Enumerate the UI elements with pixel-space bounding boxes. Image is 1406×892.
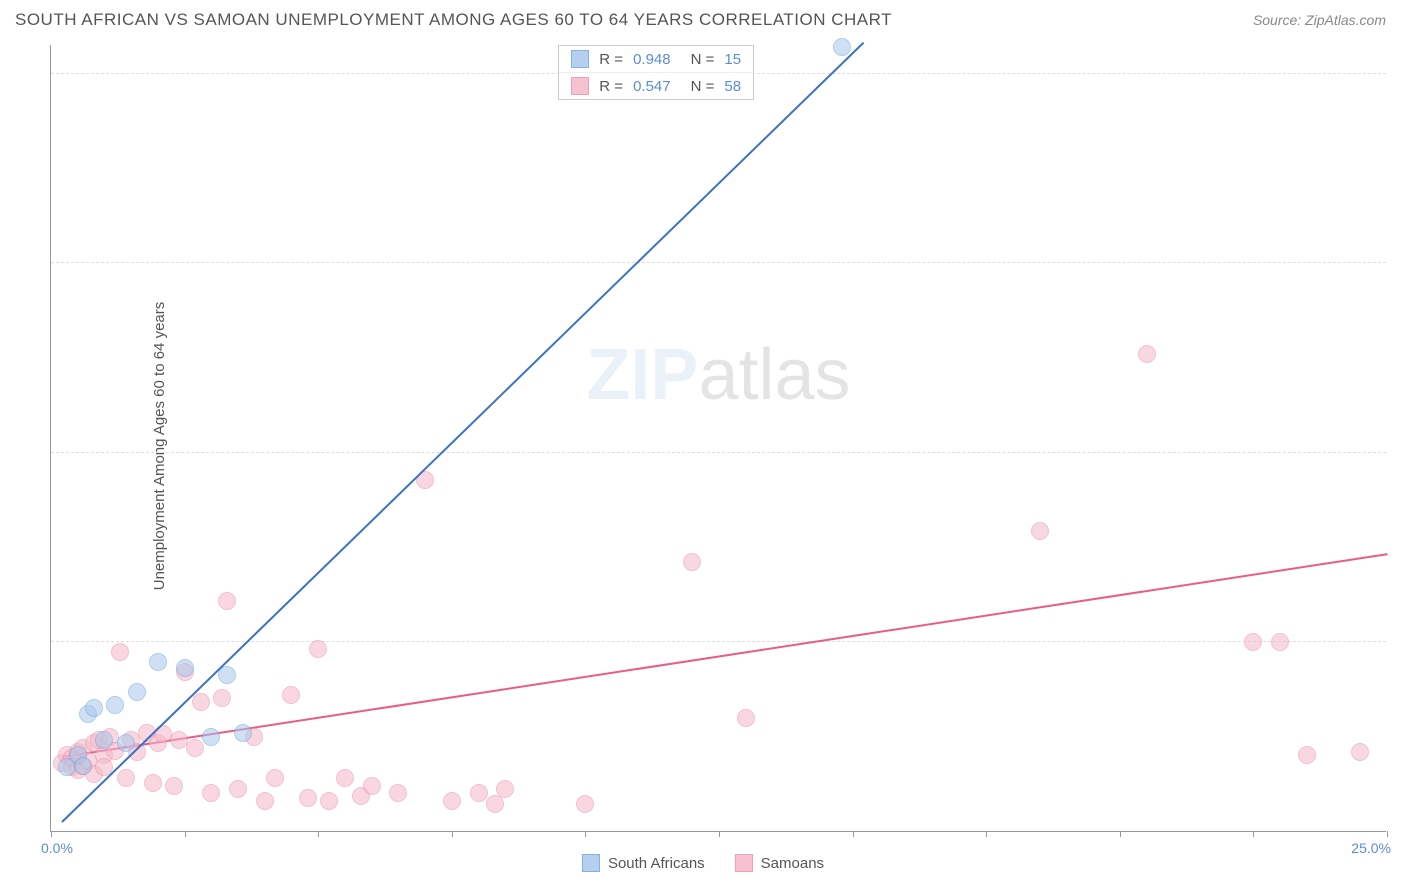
series-legend: South Africans Samoans bbox=[582, 854, 824, 872]
south_africans-legend-swatch bbox=[582, 854, 600, 872]
gridline bbox=[51, 452, 1386, 453]
samoans-point bbox=[1351, 743, 1369, 761]
samoans-legend-swatch bbox=[735, 854, 753, 872]
samoans-point bbox=[737, 709, 755, 727]
y-tick-label: 25.0% bbox=[1391, 429, 1406, 445]
samoans-point bbox=[683, 553, 701, 571]
south_africans-point bbox=[128, 683, 146, 701]
samoans-point bbox=[389, 784, 407, 802]
samoans-point bbox=[1298, 746, 1316, 764]
x-tick bbox=[51, 831, 52, 837]
samoans-point bbox=[309, 640, 327, 658]
samoans-point bbox=[1271, 633, 1289, 651]
watermark: ZIPatlas bbox=[586, 334, 850, 416]
n-value: 58 bbox=[724, 78, 741, 95]
samoans-point bbox=[117, 769, 135, 787]
samoans-point bbox=[443, 792, 461, 810]
x-tick bbox=[986, 831, 987, 837]
south_africans-point bbox=[117, 734, 135, 752]
south_africans-point bbox=[833, 38, 851, 56]
south_africans-point bbox=[176, 659, 194, 677]
south_africans-point bbox=[74, 757, 92, 775]
x-max-label: 25.0% bbox=[1351, 840, 1391, 856]
samoans-point bbox=[144, 774, 162, 792]
r-label: R = bbox=[599, 51, 623, 68]
samoans-point bbox=[256, 792, 274, 810]
x-tick bbox=[1253, 831, 1254, 837]
legend-item-south_africans: South Africans bbox=[582, 854, 705, 872]
samoans-point bbox=[266, 769, 284, 787]
samoans-point bbox=[363, 777, 381, 795]
samoans-point bbox=[496, 780, 514, 798]
samoans-point bbox=[470, 784, 488, 802]
samoans-point bbox=[213, 689, 231, 707]
samoans-point bbox=[299, 789, 317, 807]
stat-row-samoans: R = 0.547 N = 58 bbox=[559, 72, 753, 99]
r-value: 0.547 bbox=[633, 78, 671, 95]
x-tick bbox=[1387, 831, 1388, 837]
samoans-point bbox=[111, 643, 129, 661]
gridline bbox=[51, 262, 1386, 263]
south_africans-swatch bbox=[571, 50, 589, 68]
samoans-point bbox=[186, 739, 204, 757]
samoans-point bbox=[229, 780, 247, 798]
samoans-point bbox=[1031, 522, 1049, 540]
samoans-point bbox=[1244, 633, 1262, 651]
south_africans-trend-line bbox=[61, 42, 864, 823]
south_africans-point bbox=[202, 728, 220, 746]
samoans-point bbox=[486, 795, 504, 813]
chart-plot-area: ZIPatlas 12.5%25.0%37.5%50.0%0.0%25.0%R … bbox=[50, 45, 1386, 832]
samoans-point bbox=[320, 792, 338, 810]
legend-item-samoans: Samoans bbox=[735, 854, 824, 872]
y-tick-label: 50.0% bbox=[1391, 50, 1406, 66]
south_africans-point bbox=[234, 724, 252, 742]
x-origin-label: 0.0% bbox=[41, 840, 73, 856]
r-value: 0.948 bbox=[633, 51, 671, 68]
samoans-point bbox=[282, 686, 300, 704]
samoans-point bbox=[192, 693, 210, 711]
x-tick bbox=[853, 831, 854, 837]
x-tick bbox=[185, 831, 186, 837]
x-tick bbox=[318, 831, 319, 837]
source-attribution: Source: ZipAtlas.com bbox=[1253, 12, 1386, 28]
y-tick-label: 37.5% bbox=[1391, 239, 1406, 255]
south_africans-point bbox=[85, 699, 103, 717]
correlation-stats-legend: R = 0.948 N = 15 R = 0.547 N = 58 bbox=[558, 45, 754, 100]
gridline bbox=[51, 641, 1386, 642]
samoans-point bbox=[165, 777, 183, 795]
x-tick bbox=[1120, 831, 1121, 837]
r-label: R = bbox=[599, 78, 623, 95]
south_africans-point bbox=[106, 696, 124, 714]
n-label: N = bbox=[691, 78, 715, 95]
x-tick bbox=[719, 831, 720, 837]
samoans-point bbox=[218, 592, 236, 610]
samoans-point bbox=[202, 784, 220, 802]
south_africans-point bbox=[149, 653, 167, 671]
y-tick-label: 12.5% bbox=[1391, 618, 1406, 634]
stat-row-south_africans: R = 0.948 N = 15 bbox=[559, 46, 753, 72]
legend-label: South Africans bbox=[608, 855, 705, 872]
chart-title: SOUTH AFRICAN VS SAMOAN UNEMPLOYMENT AMO… bbox=[15, 10, 892, 30]
legend-label: Samoans bbox=[761, 855, 824, 872]
x-tick bbox=[585, 831, 586, 837]
samoans-trend-line bbox=[62, 554, 1388, 759]
south_africans-point bbox=[95, 731, 113, 749]
south_africans-point bbox=[218, 666, 236, 684]
samoans-point bbox=[576, 795, 594, 813]
n-label: N = bbox=[691, 51, 715, 68]
samoans-swatch bbox=[571, 77, 589, 95]
n-value: 15 bbox=[724, 51, 741, 68]
x-tick bbox=[452, 831, 453, 837]
samoans-point bbox=[336, 769, 354, 787]
samoans-point bbox=[1138, 345, 1156, 363]
